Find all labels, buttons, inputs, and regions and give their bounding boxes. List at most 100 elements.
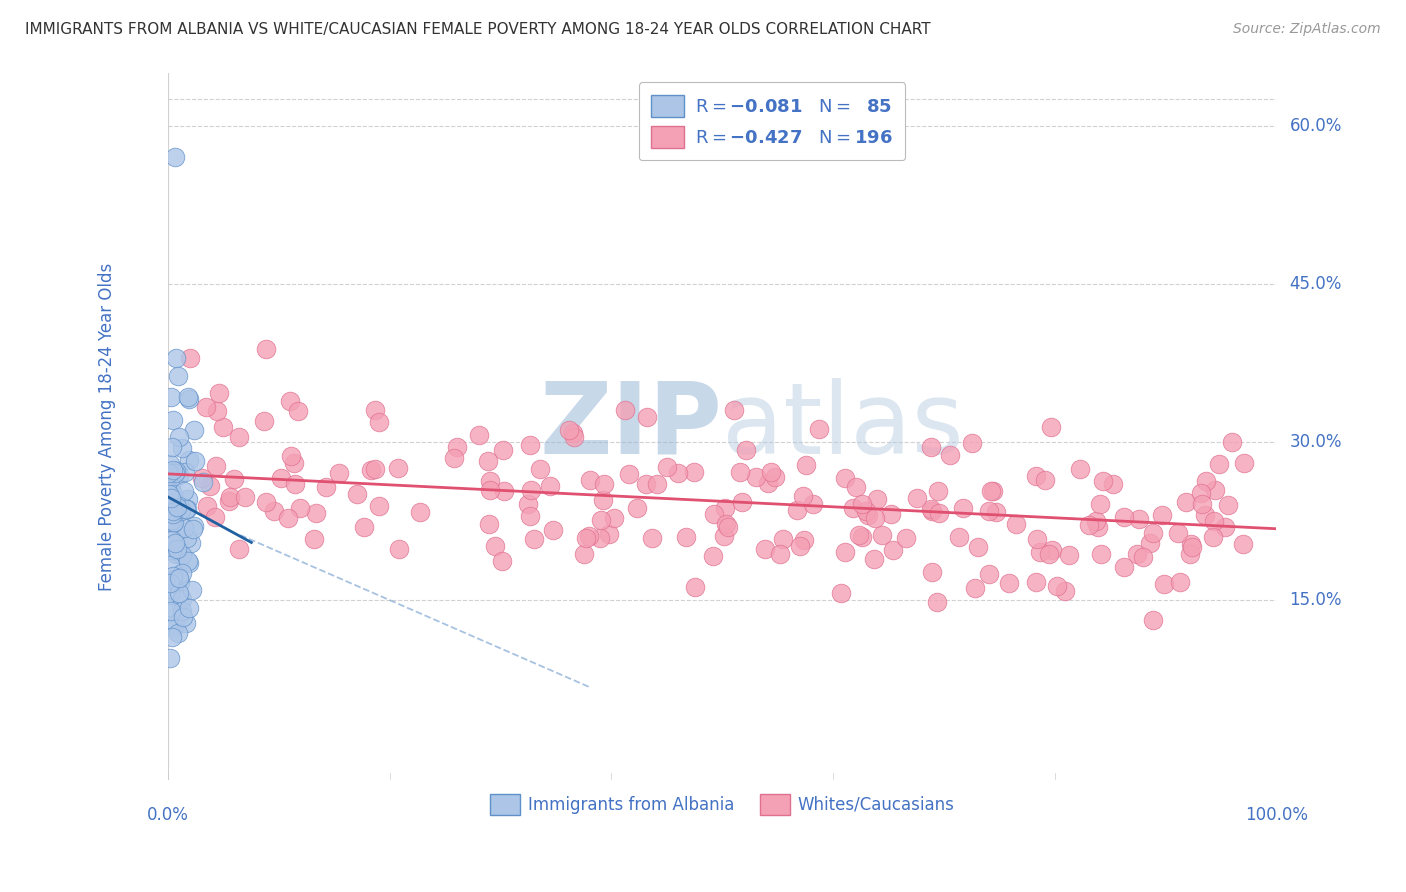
Point [277, 511, 299, 525]
Point [1175, 495, 1198, 509]
Point [1128, 512, 1150, 526]
Point [208, 386, 231, 401]
Point [162, 516, 184, 530]
Point [305, 506, 328, 520]
Point [207, 404, 229, 418]
Point [1112, 510, 1135, 524]
Point [793, 533, 815, 548]
Point [409, 505, 432, 519]
Point [162, 413, 184, 427]
Point [368, 415, 391, 429]
Point [181, 522, 204, 536]
Point [1040, 543, 1063, 558]
Point [1180, 547, 1202, 561]
Point [159, 605, 181, 619]
Point [714, 500, 737, 515]
Point [967, 540, 990, 554]
Point [634, 477, 657, 491]
Point [163, 542, 186, 557]
Point [675, 530, 697, 544]
Point [167, 567, 190, 582]
Point [176, 531, 198, 545]
Point [166, 497, 188, 511]
Point [858, 508, 880, 522]
Point [717, 519, 740, 533]
Point [754, 541, 776, 556]
Point [641, 531, 664, 545]
Point [794, 458, 817, 473]
Point [179, 351, 201, 365]
Point [159, 588, 181, 602]
Point [159, 558, 181, 573]
Point [177, 554, 200, 568]
Point [614, 402, 637, 417]
Point [172, 610, 194, 624]
Point [786, 502, 808, 516]
Point [1218, 498, 1240, 512]
Point [162, 463, 184, 477]
Point [1195, 474, 1218, 488]
Point [163, 515, 186, 529]
Text: 100.0%: 100.0% [1244, 806, 1308, 824]
Point [478, 517, 501, 532]
Point [965, 581, 987, 595]
Point [479, 475, 502, 489]
Point [1194, 508, 1216, 523]
Point [280, 393, 302, 408]
Point [194, 400, 217, 414]
Point [160, 501, 183, 516]
Point [927, 483, 949, 498]
Point [683, 580, 706, 594]
Text: atlas: atlas [723, 378, 965, 475]
Point [986, 505, 1008, 519]
Point [1142, 613, 1164, 627]
Point [952, 501, 974, 516]
Point [1181, 540, 1204, 554]
Point [948, 530, 970, 544]
Point [159, 457, 181, 471]
Point [195, 499, 218, 513]
Point [159, 576, 181, 591]
Point [177, 491, 200, 506]
Point [842, 500, 865, 515]
Point [575, 532, 598, 546]
Point [165, 351, 187, 365]
Text: 0.0%: 0.0% [148, 806, 190, 824]
Point [346, 487, 368, 501]
Point [157, 487, 180, 501]
Point [205, 458, 228, 473]
Point [491, 554, 513, 568]
Point [1084, 514, 1107, 528]
Point [163, 466, 186, 480]
Point [167, 586, 190, 600]
Point [803, 497, 825, 511]
Point [1092, 474, 1115, 488]
Point [980, 483, 1002, 498]
Point [572, 547, 595, 561]
Point [163, 620, 186, 634]
Point [443, 450, 465, 465]
Point [558, 423, 581, 437]
Point [759, 465, 782, 479]
Point [1025, 468, 1047, 483]
Point [1054, 583, 1077, 598]
Point [160, 484, 183, 499]
Point [360, 463, 382, 477]
Point [302, 533, 325, 547]
Point [516, 497, 538, 511]
Point [228, 542, 250, 557]
Point [388, 542, 411, 557]
Point [562, 430, 585, 444]
Point [169, 574, 191, 589]
Point [519, 509, 541, 524]
Point [364, 403, 387, 417]
Point [353, 520, 375, 534]
Point [235, 490, 257, 504]
Point [1202, 530, 1225, 544]
Text: 45.0%: 45.0% [1289, 275, 1341, 293]
Point [1046, 579, 1069, 593]
Text: Female Poverty Among 18-24 Year Olds: Female Poverty Among 18-24 Year Olds [98, 262, 117, 591]
Point [830, 586, 852, 600]
Point [157, 599, 180, 614]
Point [191, 475, 214, 489]
